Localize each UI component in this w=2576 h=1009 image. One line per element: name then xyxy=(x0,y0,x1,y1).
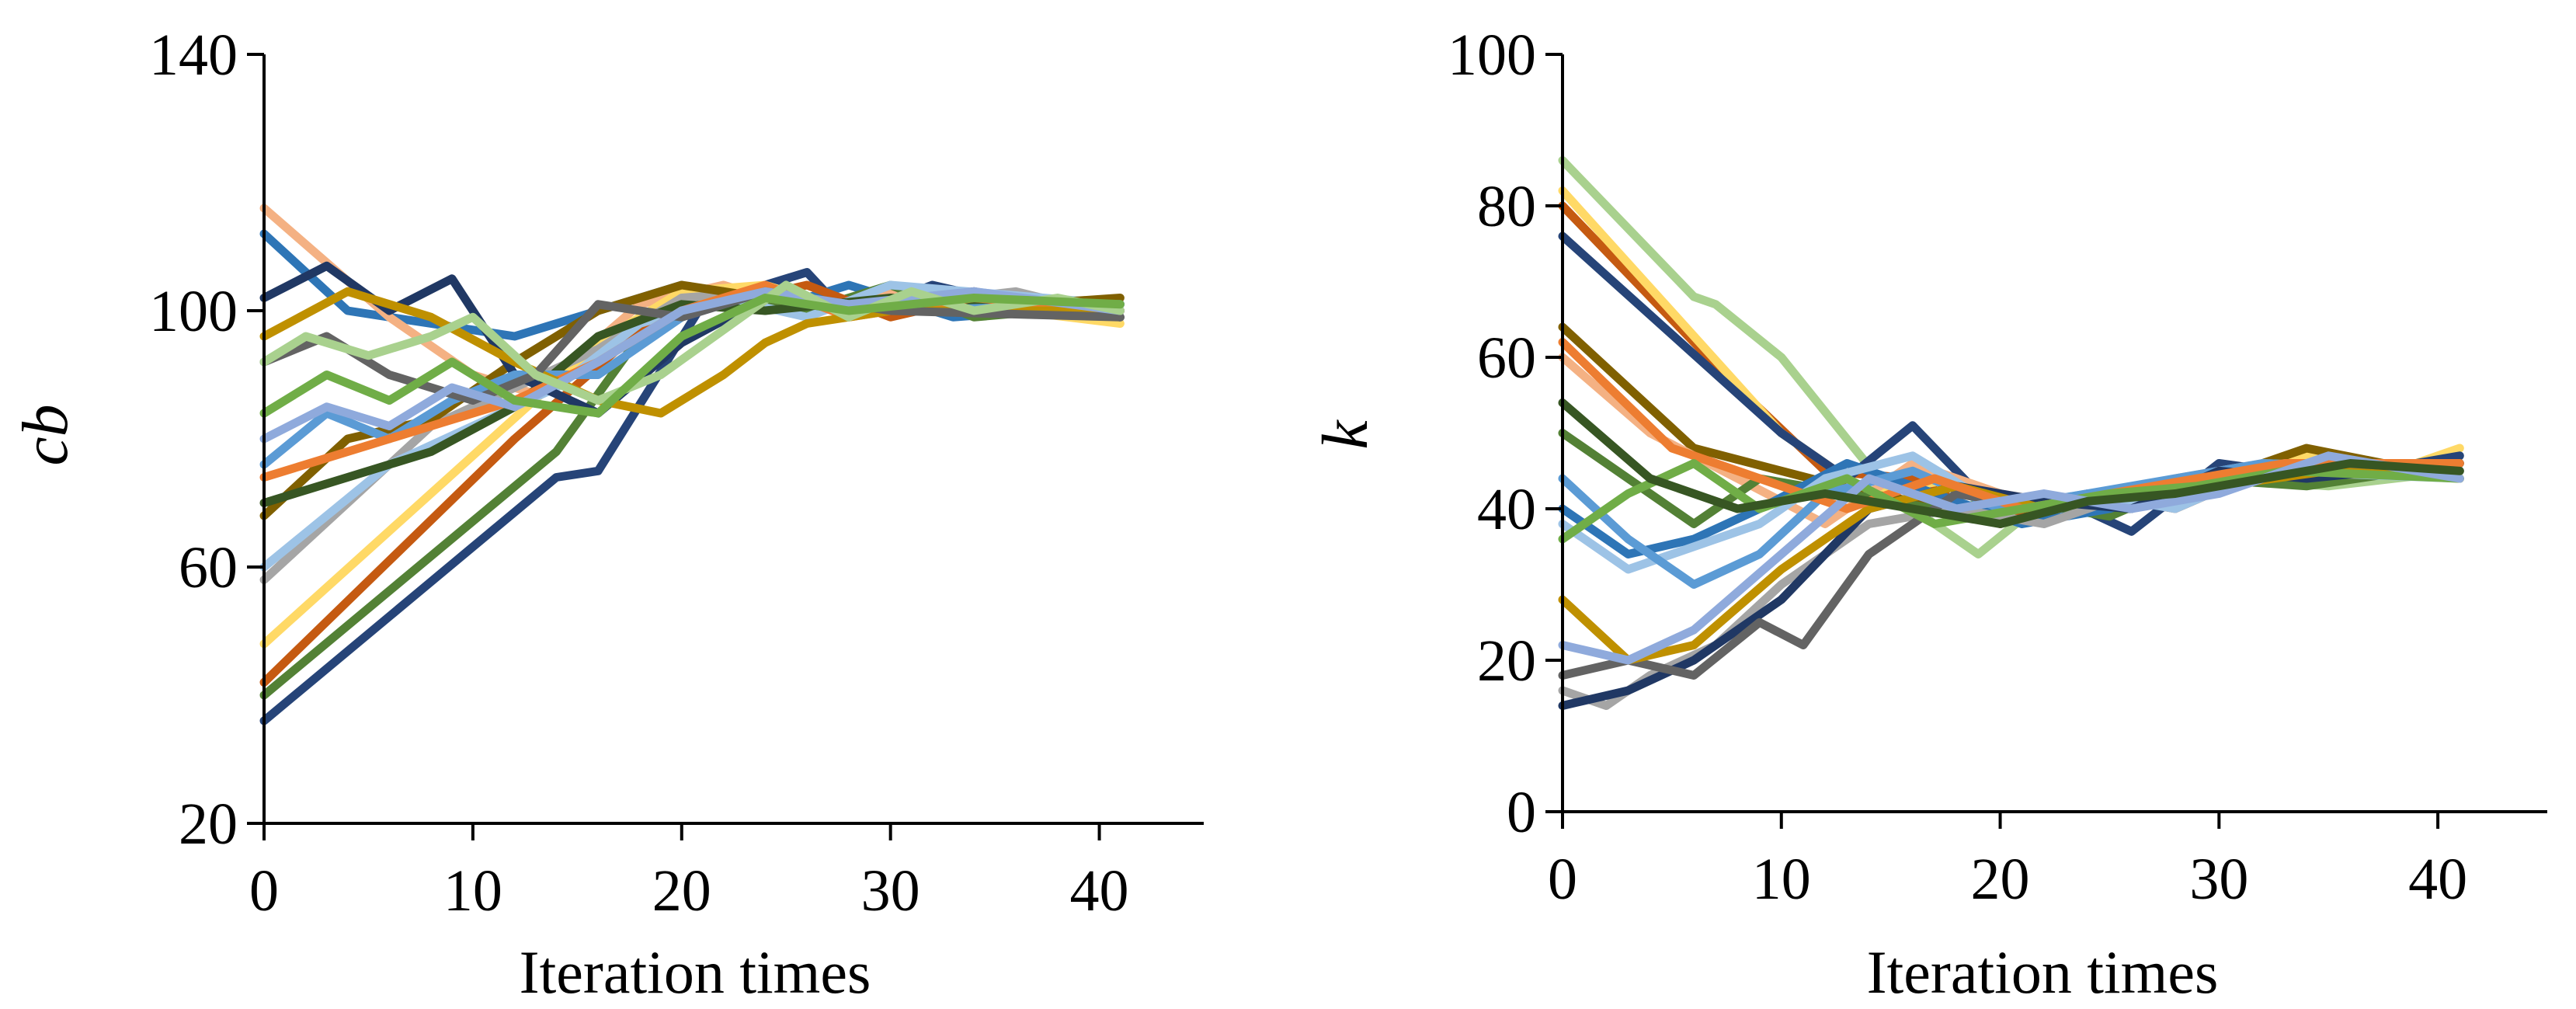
cb-y-tick-label: 100 xyxy=(149,279,238,344)
cb-tick-labels: 20 60 100 140 0 10 20 30 40 xyxy=(149,23,1129,924)
cb-y-tick-label: 20 xyxy=(179,792,238,857)
k-y-tick-label: 20 xyxy=(1477,628,1536,694)
k-x-tick-label: 0 xyxy=(1548,847,1577,912)
cb-x-tick-label: 40 xyxy=(1070,858,1129,924)
k-x-tick-label: 40 xyxy=(2408,847,2467,912)
cb-x-tick-label: 0 xyxy=(249,858,279,924)
k-x-axis-title: Iteration times xyxy=(1867,938,2219,1006)
k-y-tick-label: 80 xyxy=(1477,174,1536,239)
cb-chart: 20 60 100 140 0 10 20 30 40 Iteration times cb xyxy=(9,23,1204,1006)
k-series-line-18 xyxy=(1558,398,2464,528)
cb-series-line-18 xyxy=(259,294,1125,418)
k-y-tick-label: 0 xyxy=(1507,780,1536,845)
k-y-tick-label: 40 xyxy=(1477,477,1536,542)
k-tick-labels: 0 20 40 60 80 100 0 10 20 30 40 xyxy=(1448,23,2467,912)
k-x-tick-label: 20 xyxy=(1971,847,2030,912)
k-x-tick-label: 10 xyxy=(1752,847,1811,912)
cb-y-tick-label: 140 xyxy=(149,23,238,88)
k-y-axis-title: k xyxy=(1309,419,1382,450)
k-chart: 0 20 40 60 80 100 0 10 20 30 40 Iteration times k xyxy=(1309,23,2547,1006)
cb-x-axis-title: Iteration times xyxy=(520,938,871,1006)
k-y-tick-label: 60 xyxy=(1477,325,1536,391)
cb-series-line-14 xyxy=(259,287,1125,418)
cb-x-tick-label: 10 xyxy=(443,858,502,924)
cb-y-tick-label: 60 xyxy=(179,535,238,600)
cb-x-tick-label: 30 xyxy=(861,858,920,924)
k-series-line-15 xyxy=(1558,338,2464,513)
k-series-lines xyxy=(1558,156,2464,710)
cb-axes xyxy=(247,53,1204,840)
k-x-tick-label: 30 xyxy=(2189,847,2248,912)
k-axes xyxy=(1545,53,2547,829)
cb-series-lines xyxy=(259,204,1125,725)
k-y-tick-label: 100 xyxy=(1448,23,1536,88)
cb-x-tick-label: 20 xyxy=(652,858,711,924)
cb-y-axis-title: cb xyxy=(9,404,82,465)
